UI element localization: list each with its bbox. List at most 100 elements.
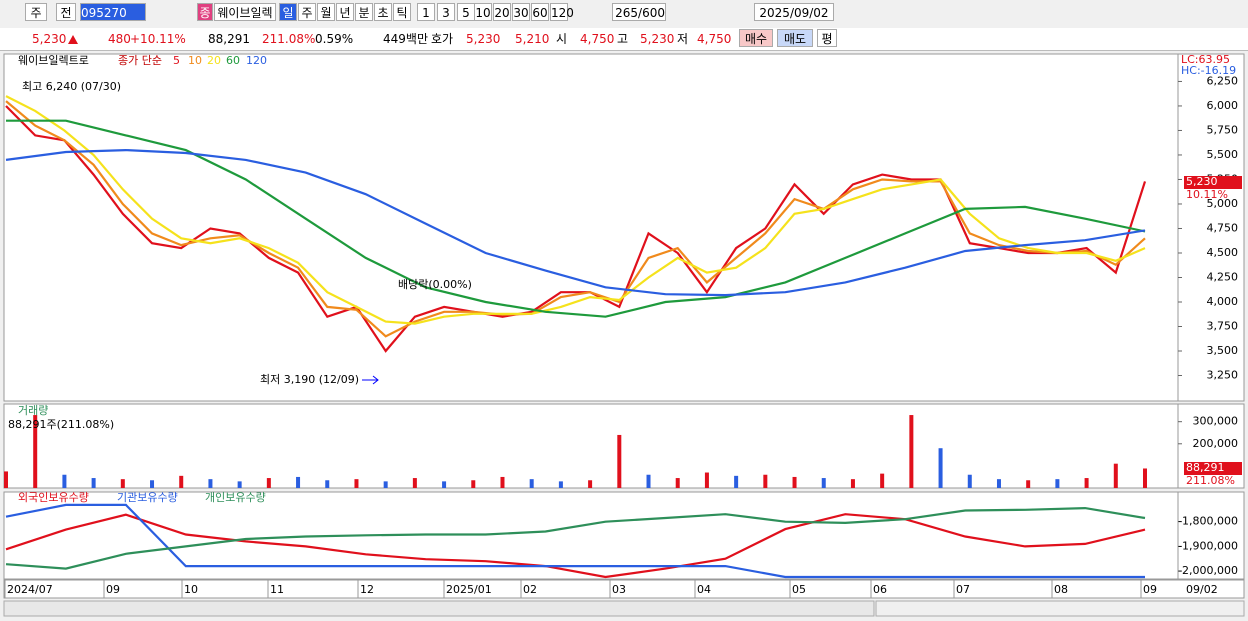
- volume-bar: [880, 473, 885, 488]
- volume-bar: [558, 481, 563, 488]
- interval-button[interactable]: 60: [531, 3, 549, 21]
- volume-bar: [179, 475, 184, 488]
- x-tick-label: 07: [956, 583, 970, 596]
- current-price: 5,230: [1186, 175, 1218, 188]
- last-date: 09/02: [1186, 583, 1218, 596]
- legend-entry: 개인보유수량: [205, 491, 266, 504]
- line-series: [5, 148, 1146, 297]
- legend-entry: 기관보유수량: [117, 491, 178, 504]
- y-tick-label: 4,000: [1207, 295, 1239, 308]
- market-select[interactable]: 주: [25, 3, 47, 21]
- legend-entry: 20: [207, 54, 221, 67]
- period-button[interactable]: 틱: [393, 3, 411, 21]
- x-tick-label: 04: [697, 583, 711, 596]
- volume-bar: [675, 478, 680, 488]
- open-label: 시: [556, 32, 568, 46]
- high-label: 고: [617, 32, 629, 46]
- x-tick-label: 10: [184, 583, 198, 596]
- period-button[interactable]: 일: [279, 3, 297, 21]
- volume-bar: [296, 476, 301, 488]
- current-volume: 88,291: [1186, 461, 1225, 474]
- prev-button[interactable]: 전: [56, 3, 76, 21]
- change-pct: +10.11%: [130, 32, 186, 46]
- volume-bar: [821, 478, 826, 488]
- x-tick-label: 2024/07: [7, 583, 53, 596]
- volume-bar: [1113, 463, 1118, 488]
- interval-button[interactable]: 120: [550, 3, 574, 21]
- y-tick-label: -2,000,000: [1178, 564, 1238, 577]
- price: 5,230: [32, 32, 67, 46]
- interval-button[interactable]: 5: [457, 3, 475, 21]
- volume-bar: [850, 479, 855, 488]
- y-tick-label: -1,800,000: [1178, 515, 1238, 528]
- x-tick-label: 2025/01: [446, 583, 492, 596]
- annotation: 최저 3,190 (12/09): [260, 373, 359, 386]
- volume-bar: [91, 478, 96, 488]
- high: 5,230: [640, 32, 675, 46]
- code-input[interactable]: 095270: [80, 3, 146, 21]
- y-tick-label: -1,900,000: [1178, 539, 1238, 552]
- badge: 종: [197, 3, 213, 21]
- current-pct: 10.11%: [1186, 188, 1228, 201]
- y-tick-label: 200,000: [1193, 437, 1239, 450]
- stock-name: 웨이브일렉: [214, 3, 276, 21]
- y-tick-label: 5,000: [1207, 197, 1239, 210]
- legend-entry: 10: [188, 54, 202, 67]
- scrollbar[interactable]: [3, 600, 875, 617]
- volume-bar: [354, 479, 359, 488]
- line-series: [5, 105, 1147, 353]
- current-badge: [1184, 462, 1242, 475]
- volume-bar: [412, 478, 417, 488]
- x-axis-bg: [3, 579, 1245, 599]
- count-box[interactable]: 265/600: [612, 3, 666, 21]
- legend-entry: 5: [173, 54, 180, 67]
- volume-bar: [442, 481, 447, 488]
- legend-entry: 60: [226, 54, 240, 67]
- volume-bar: [500, 476, 505, 488]
- panel-bg: [3, 53, 1179, 402]
- y-tick-label: 4,250: [1207, 270, 1239, 283]
- volume-bar: [909, 415, 914, 488]
- period-button[interactable]: 초: [374, 3, 392, 21]
- current-pct: 211.08%: [1186, 474, 1235, 487]
- y-tick-label: 3,500: [1207, 344, 1239, 357]
- sell-button[interactable]: 매도: [777, 29, 813, 47]
- current-badge: [1184, 176, 1242, 189]
- volume-bar: [967, 474, 972, 488]
- change: 480: [108, 32, 131, 46]
- period-button[interactable]: 분: [355, 3, 373, 21]
- period-button[interactable]: 주: [298, 3, 316, 21]
- x-tick-label: 05: [792, 583, 806, 596]
- line-series: [5, 95, 1146, 325]
- y-tick-label: 6,250: [1207, 74, 1239, 87]
- low: 4,750: [697, 32, 732, 46]
- axis-bg: [1177, 53, 1245, 402]
- volume-bar: [266, 478, 271, 488]
- volume-bar: [471, 480, 476, 488]
- interval-button[interactable]: 3: [437, 3, 455, 21]
- chart-area: 3,250 3,500 3,750 4,000 4,250 4,500 4,750 5,000…: [3, 53, 1245, 617]
- period-button[interactable]: 년: [336, 3, 354, 21]
- volume: 88,291: [208, 32, 250, 46]
- volume-ratio: 211.08%: [262, 32, 316, 46]
- bid: 5,210: [515, 32, 550, 46]
- scroll-controls[interactable]: [875, 600, 1245, 617]
- lc-label: LC:63.95: [1181, 53, 1230, 66]
- interval-button[interactable]: 30: [512, 3, 530, 21]
- volume-bar: [704, 472, 709, 488]
- axis-bg: [1177, 491, 1245, 580]
- interval-button[interactable]: 20: [493, 3, 511, 21]
- buy-button[interactable]: 매수: [739, 29, 773, 47]
- interval-button[interactable]: 10: [474, 3, 492, 21]
- amount: 449백만: [383, 32, 428, 46]
- volume-bar: [617, 434, 622, 488]
- panel-bg: [3, 403, 1179, 489]
- count: 265: [615, 6, 639, 20]
- interval-button[interactable]: 1: [417, 3, 435, 21]
- period-button[interactable]: 월: [317, 3, 335, 21]
- line-series: [5, 506, 1146, 570]
- avg-button[interactable]: 평: [817, 29, 837, 47]
- date-input[interactable]: 2025/09/02: [754, 3, 834, 21]
